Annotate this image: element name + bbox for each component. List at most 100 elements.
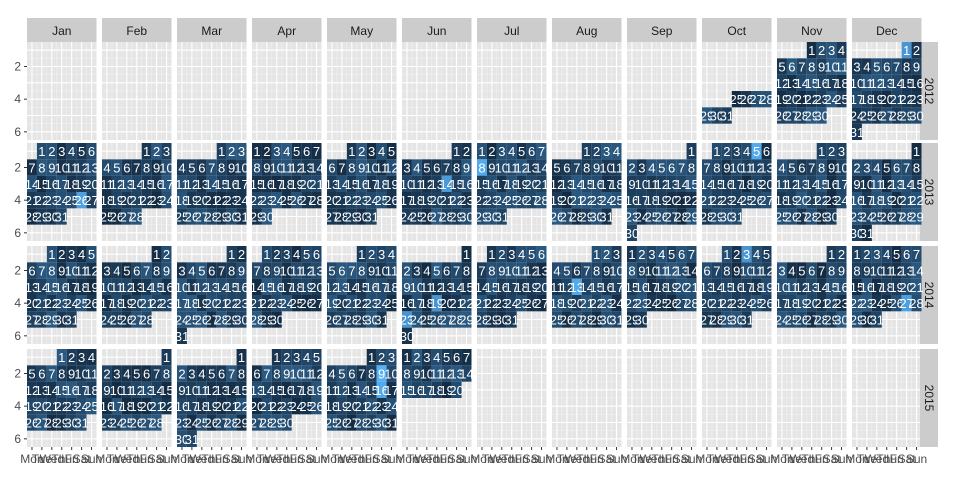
y-tick-label: 4 [14, 193, 21, 207]
day-label: 30 [260, 210, 274, 225]
day-label: 20 [560, 193, 574, 208]
day-cell: 19 [880, 192, 894, 209]
day-tile [871, 74, 882, 91]
day-label: 28 [795, 109, 809, 124]
day-label: 12 [84, 264, 98, 279]
day-label: 2 [498, 247, 505, 262]
day-cell: 9 [236, 262, 247, 279]
day-cell: 12 [110, 175, 124, 192]
day-label: 14 [889, 76, 903, 91]
day-label: 28 [25, 210, 39, 225]
panel-2015-sep [627, 349, 697, 447]
day-label: 16 [459, 177, 473, 192]
day-tile [506, 246, 517, 263]
day-cell: 24 [505, 295, 519, 312]
day-tile [131, 295, 142, 312]
day-cell: 14 [475, 278, 489, 295]
day-cell: 15 [139, 175, 154, 192]
day-cell: 1 [261, 246, 272, 263]
day-cell: 5 [561, 262, 572, 279]
day-label: 21 [45, 399, 59, 414]
day-cell: 25 [120, 414, 134, 431]
day-tile [336, 381, 347, 398]
day-tile [196, 365, 207, 382]
day-tile [796, 74, 807, 91]
x-tick-label: Fri [515, 452, 529, 466]
day-cell: 22 [345, 192, 359, 209]
day-cell: 8 [627, 262, 637, 279]
panel-2015-aug [552, 349, 622, 447]
panel-2012-mar [177, 42, 247, 140]
day-label: 14 [700, 177, 714, 192]
day-tile [861, 58, 872, 75]
day-label: 20 [570, 296, 584, 311]
day-tile [676, 295, 687, 312]
day-tile [186, 398, 197, 415]
day-label: 28 [674, 210, 688, 225]
day-label: 26 [560, 313, 574, 328]
day-label: 13 [325, 177, 339, 192]
day-tile [177, 311, 187, 328]
day-cell: 7 [252, 262, 262, 279]
day-cell: 2 [376, 349, 387, 366]
day-label: 19 [299, 280, 313, 295]
day-label: 10 [374, 264, 388, 279]
day-cell: 1 [806, 42, 817, 59]
month-strip-dec: Dec [852, 18, 922, 42]
day-label: 29 [35, 210, 49, 225]
day-label: 8 [358, 264, 365, 279]
day-tile [751, 262, 762, 279]
x-tick-label: Mon [770, 452, 793, 466]
day-label: 4 [178, 161, 185, 176]
day-cell: 25 [195, 414, 209, 431]
day-cell: 1 [46, 246, 57, 263]
day-cell: 6 [901, 246, 912, 263]
day-cell: 25 [775, 208, 789, 225]
day-label: 28 [149, 416, 163, 431]
day-tile [236, 246, 247, 263]
day-tile [561, 262, 572, 279]
day-label: 10 [609, 264, 623, 279]
day-cell: 16 [64, 381, 79, 398]
day-cell: 10 [280, 262, 294, 279]
day-label: 16 [625, 193, 639, 208]
day-tile [46, 159, 57, 176]
day-label: 10 [824, 60, 838, 75]
day-cell: 12 [870, 74, 884, 91]
day-label: 27 [25, 313, 39, 328]
day-label: 11 [860, 76, 874, 91]
day-label: 7 [583, 264, 590, 279]
day-cell: 9 [601, 262, 612, 279]
day-label: 29 [214, 210, 228, 225]
day-label: 31 [850, 125, 864, 140]
y-tick-label: 2 [14, 264, 21, 278]
day-cell: 20 [899, 278, 914, 295]
day-label: 31 [364, 210, 378, 225]
x-tick-label: Thu [501, 452, 522, 466]
day-tile [816, 311, 827, 328]
day-tile [506, 192, 517, 209]
day-cell: 1 [451, 143, 462, 160]
day-label: 25 [280, 193, 294, 208]
day-tile [402, 311, 412, 328]
day-cell: 24 [384, 398, 399, 415]
day-label: 13 [309, 264, 323, 279]
day-cell: 17 [364, 175, 379, 192]
day-label: 26 [550, 210, 564, 225]
year-strip-bg [920, 42, 938, 140]
day-cell: 2 [46, 143, 57, 160]
day-cell: 28 [345, 311, 359, 328]
day-cell: 3 [376, 246, 387, 263]
day-tile [816, 58, 827, 75]
day-tile [676, 192, 687, 209]
day-cell: 14 [214, 278, 229, 295]
day-tile [66, 278, 77, 295]
day-cell: 1 [141, 143, 152, 160]
day-label: 25 [420, 313, 434, 328]
day-tile [151, 246, 162, 263]
day-cell: 3 [386, 349, 397, 366]
day-tile [186, 430, 197, 447]
day-label: 8 [273, 367, 280, 382]
day-cell: 27 [120, 208, 134, 225]
day-label: 1 [818, 144, 825, 159]
